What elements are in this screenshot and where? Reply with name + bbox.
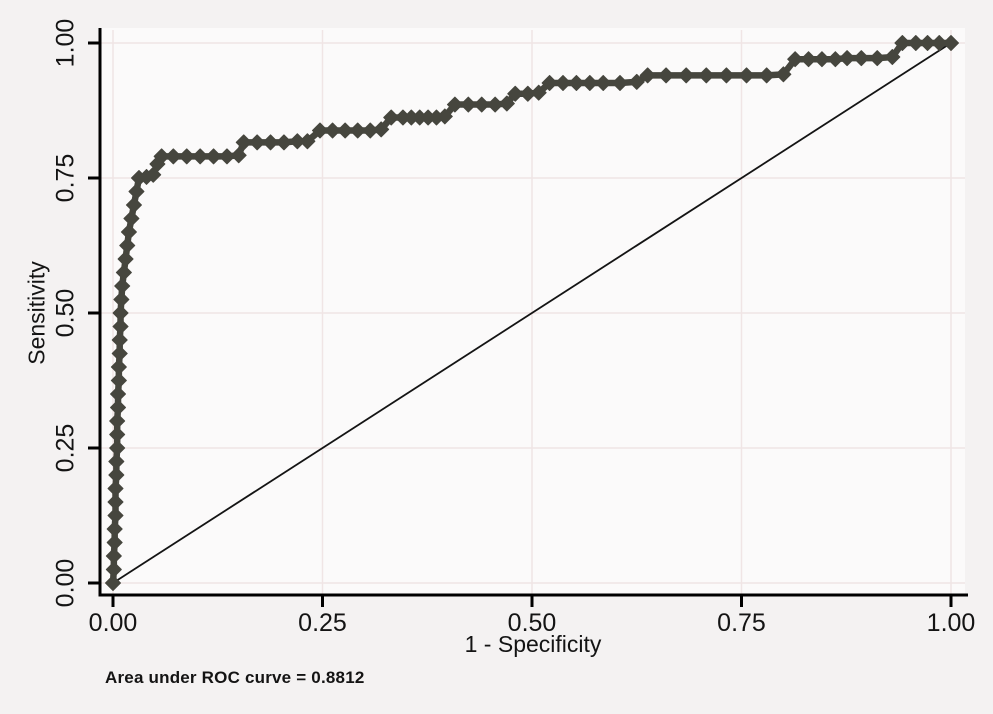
roc-marker-diamond — [115, 264, 132, 281]
roc-marker-diamond — [108, 467, 125, 483]
roc-marker-diamond — [107, 494, 124, 510]
roc-marker-diamond — [125, 197, 142, 213]
y-tick-label: 0.00 — [51, 558, 80, 608]
roc-marker-diamond — [775, 66, 792, 83]
roc-marker-diamond — [568, 74, 585, 91]
roc-marker-diamond — [555, 74, 572, 91]
roc-marker-diamond — [324, 122, 341, 139]
roc-marker-diamond — [106, 521, 123, 537]
x-tick-label: 0.00 — [88, 609, 138, 637]
roc-marker-diamond — [337, 122, 354, 139]
roc-marker-diamond — [105, 575, 121, 591]
y-tick-label: 0.50 — [51, 288, 80, 338]
roc-marker-diamond — [581, 74, 598, 91]
roc-marker-diamond — [110, 399, 127, 416]
y-axis-title: Sensitivity — [23, 261, 50, 365]
roc-marker-diamond — [123, 210, 140, 227]
roc-marker-diamond — [943, 35, 959, 51]
roc-marker-diamond — [110, 359, 127, 375]
roc-marker-diamond — [110, 386, 127, 402]
roc-marker-diamond — [931, 35, 948, 51]
roc-marker-diamond — [894, 35, 911, 51]
roc-marker-diamond — [262, 134, 279, 151]
roc-marker-diamond — [813, 51, 830, 68]
roc-marker-diamond — [738, 67, 755, 84]
roc-marker-diamond — [869, 50, 886, 67]
roc-marker-diamond — [192, 148, 209, 165]
y-tick-label: 0.25 — [51, 423, 80, 473]
roc-marker-diamond — [111, 332, 128, 348]
y-tick-label: 0.75 — [51, 153, 80, 203]
roc-marker-diamond — [109, 426, 126, 443]
roc-marker-diamond — [839, 50, 856, 67]
x-axis-title: 1 - Specificity — [464, 631, 602, 657]
roc-marker-diamond — [105, 548, 122, 564]
roc-marker-diamond — [541, 74, 558, 91]
roc-marker-diamond — [105, 561, 122, 578]
roc-marker-diamond — [718, 67, 735, 84]
roc-marker-diamond — [119, 237, 136, 254]
roc-marker-diamond — [128, 183, 145, 200]
roc-marker-diamond — [678, 67, 695, 84]
roc-marker-diamond — [800, 51, 817, 68]
roc-marker-diamond — [230, 147, 247, 164]
roc-marker-diamond — [611, 74, 628, 91]
x-tick-label: 0.50 — [507, 609, 557, 637]
x-tick-label: 0.75 — [717, 609, 766, 637]
x-tick-label: 0.25 — [298, 609, 347, 637]
roc-marker-diamond — [907, 35, 924, 51]
roc-marker-diamond — [498, 95, 515, 112]
roc-marker-diamond — [507, 85, 524, 102]
roc-marker-diamond — [235, 134, 252, 151]
roc-marker-diamond — [658, 67, 675, 84]
roc-marker-diamond — [153, 148, 170, 165]
roc-marker-diamond — [178, 148, 195, 165]
roc-marker-diamond — [120, 224, 137, 240]
roc-marker-diamond — [299, 133, 316, 150]
roc-marker-diamond — [109, 413, 126, 429]
x-tick-label: 1.00 — [926, 609, 976, 637]
roc-marker-diamond — [111, 345, 128, 362]
roc-marker-diamond — [106, 534, 123, 551]
chance-diagonal-line — [112, 42, 952, 584]
roc-marker-diamond — [698, 67, 715, 84]
roc-marker-diamond — [107, 507, 124, 524]
roc-marker-diamond — [311, 122, 328, 139]
roc-marker-diamond — [117, 251, 134, 267]
roc-marker-diamond — [275, 134, 292, 151]
auc-caption: Area under ROC curve = 0.8812 — [105, 668, 365, 687]
roc-marker-diamond — [436, 108, 453, 125]
roc-marker-diamond — [787, 51, 804, 68]
roc-marker-diamond — [112, 305, 129, 321]
roc-marker-diamond — [639, 67, 656, 84]
roc-marker-diamond — [349, 122, 366, 139]
roc-marker-diamond — [383, 109, 400, 126]
roc-marker-diamond — [460, 96, 477, 113]
roc-marker-diamond — [884, 49, 901, 66]
roc-marker-diamond — [530, 84, 547, 101]
roc-marker-diamond — [473, 96, 490, 113]
roc-marker-diamond — [112, 318, 129, 335]
y-tick-label: 1.00 — [51, 18, 80, 68]
roc-marker-diamond — [446, 96, 463, 113]
roc-marker-diamond — [919, 35, 936, 51]
roc-marker-diamond — [595, 74, 612, 91]
roc-marker-diamond — [114, 278, 131, 294]
roc-marker-diamond — [110, 372, 127, 389]
roc-marker-diamond — [165, 148, 182, 165]
roc-marker-diamond — [107, 480, 124, 497]
roc-marker-diamond — [853, 50, 870, 67]
roc-marker-diamond — [205, 148, 222, 165]
roc-marker-diamond — [113, 291, 130, 308]
roc-marker-diamond — [628, 73, 645, 90]
roc-marker-diamond — [373, 121, 390, 138]
roc-marker-diamond — [249, 134, 266, 151]
roc-marker-diamond — [109, 440, 126, 456]
roc-marker-diamond — [758, 67, 775, 84]
roc-marker-diamond — [108, 453, 125, 470]
